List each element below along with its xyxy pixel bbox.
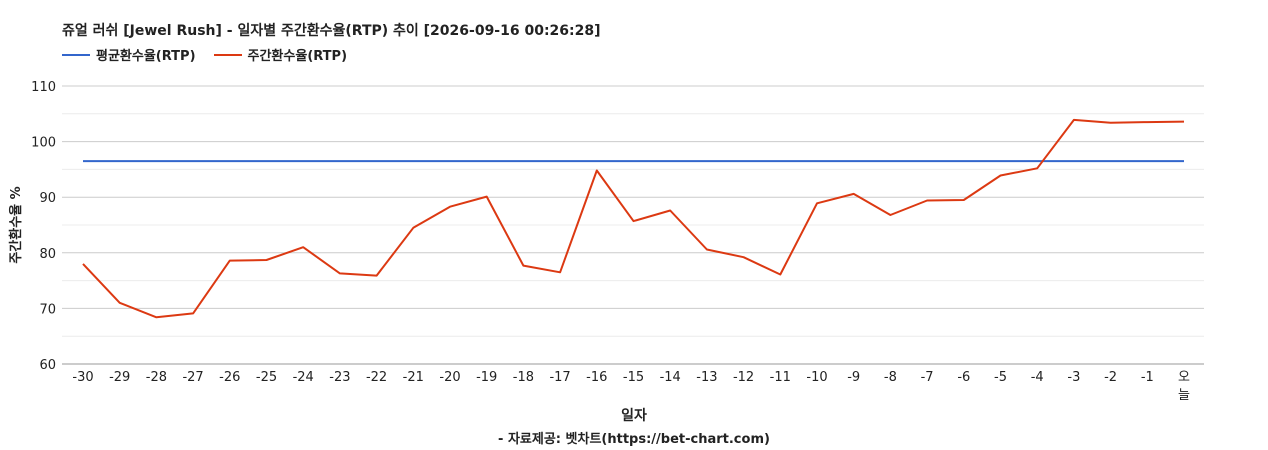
legend-label-weekly: 주간환수율(RTP) (247, 49, 348, 64)
x-tick-label: -14 (660, 370, 681, 385)
x-tick-label: -7 (921, 370, 934, 385)
x-tick-label: -13 (696, 370, 717, 385)
x-tick-label: -22 (366, 370, 387, 385)
x-tick-label: -18 (513, 370, 534, 385)
y-tick-label: 80 (39, 247, 56, 262)
x-tick-label: -17 (549, 370, 570, 385)
x-tick-label: -19 (476, 370, 497, 385)
series-lines (82, 118, 1185, 319)
x-tick-label: -10 (806, 370, 827, 385)
x-axis-title: 일자 (621, 408, 647, 424)
y-tick-label: 90 (39, 191, 56, 206)
legend-swatch-average (62, 53, 90, 56)
y-tick-label: 100 (31, 136, 56, 151)
x-tick-label: -8 (884, 370, 897, 385)
legend: 평균환수율(RTP) 주간환수율(RTP) (62, 45, 365, 64)
x-tick-label: -12 (733, 370, 754, 385)
series-line-weekly[interactable] (82, 118, 1185, 319)
source-credit: - 자료제공: 벳차트(https://bet-chart.com) (498, 432, 770, 447)
x-tick-label: -9 (847, 370, 860, 385)
legend-item-average[interactable]: 평균환수율(RTP) (62, 45, 196, 64)
x-tick-label: -3 (1067, 370, 1080, 385)
x-tick-label: -25 (256, 370, 277, 385)
legend-swatch-weekly (213, 53, 242, 56)
x-tick-label: -2 (1104, 370, 1117, 385)
x-tick-label: -27 (182, 370, 203, 385)
x-tick-label: -4 (1031, 370, 1044, 385)
x-tick-label: -30 (72, 370, 93, 385)
x-tick-label: -29 (109, 370, 130, 385)
x-tick-label: -1 (1141, 370, 1154, 385)
x-tick-label: -20 (439, 370, 460, 385)
x-tick-label: -11 (770, 370, 791, 385)
y-tick-label: 60 (39, 358, 56, 373)
y-tick-label: 70 (39, 302, 56, 317)
y-axis-title: 주간환수율 % (8, 186, 24, 263)
x-tick-label: -6 (957, 370, 970, 385)
chart-title: 쥬얼 러쉬 [Jewel Rush] - 일자별 주간환수율(RTP) 추이 [… (62, 23, 601, 39)
x-tick-label: -21 (403, 370, 424, 385)
x-tick-label: -5 (994, 370, 1007, 385)
x-tick-label: -24 (293, 370, 314, 385)
legend-item-weekly[interactable]: 주간환수율(RTP) (213, 45, 348, 64)
grid (62, 85, 1204, 365)
x-tick-label: -28 (146, 370, 167, 385)
x-axis-ticks: -30 -29 -28 -27 -26 -25 -24 -23 -22 -21 -20 -19 -18-… (72, 370, 1190, 403)
y-axis-ticks: 60 70 80 90 100 110 (31, 80, 56, 373)
x-tick-label: -26 (219, 370, 240, 385)
x-tick-label: -15 (623, 370, 644, 385)
x-tick-label: -23 (329, 370, 350, 385)
x-tick-label: -16 (586, 370, 607, 385)
legend-label-average: 평균환수율(RTP) (96, 49, 196, 64)
y-tick-label: 110 (31, 80, 56, 95)
